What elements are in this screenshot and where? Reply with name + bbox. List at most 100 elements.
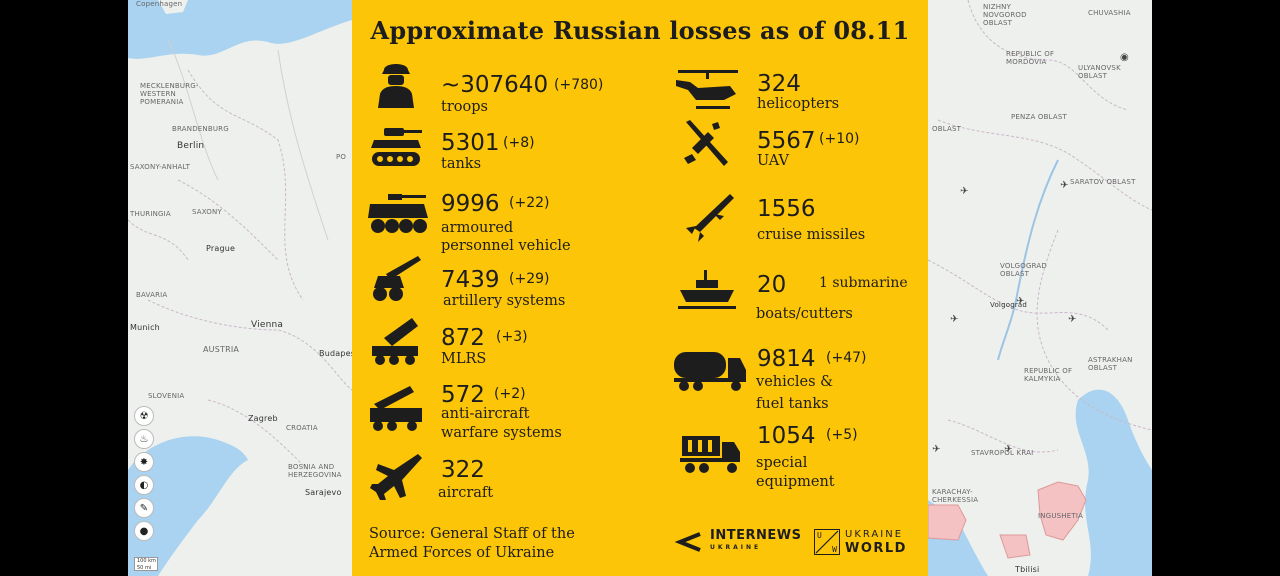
internews-mark-icon: [674, 532, 701, 552]
internews-sub: UKRAINE: [710, 544, 762, 551]
special-equipment-label-line1: special: [756, 455, 808, 471]
uw-mark-u: U: [817, 531, 822, 540]
uav-value: 5567: [757, 128, 816, 154]
artillery-label: artillery systems: [443, 293, 566, 309]
artillery-value: 7439: [441, 267, 500, 293]
internews-main: INTERNEWS: [710, 528, 802, 543]
source-note: Source: General Staff of the Armed Force…: [369, 525, 575, 563]
apc-label-line1: armoured: [441, 220, 514, 236]
map-city-prague: Prague: [206, 244, 236, 253]
scale-mi: 50 mi: [137, 565, 152, 571]
boat-icon: [674, 266, 740, 318]
troops-label: troops: [441, 99, 488, 115]
ukraine-world-logo[interactable]: U W UKRAINE WORLD: [814, 528, 907, 556]
tank-icon: [366, 122, 426, 174]
fire-icon[interactable]: ♨: [134, 429, 154, 449]
map-label-thuringia: THURINGIA: [130, 210, 171, 218]
internews-logo[interactable]: INTERNEWS UKRAINE: [674, 528, 802, 554]
helicopters-label: helicopters: [757, 96, 840, 112]
map-label-croatia: CROATIA: [286, 424, 318, 432]
troops-delta: (+780): [554, 77, 604, 93]
source-line2: Armed Forces of Ukraine: [369, 545, 555, 561]
special-equipment-value: 1054: [757, 423, 816, 449]
airbase-icon[interactable]: ✈: [1004, 444, 1013, 455]
map-label-austria: AUSTRIA: [203, 345, 240, 354]
map-city-munich: Munich: [130, 323, 160, 332]
artillery-icon: [366, 252, 426, 304]
scale-km: 100 km: [137, 558, 156, 564]
anti-aircraft-icon: [366, 382, 426, 434]
aircraft-label: aircraft: [438, 485, 494, 501]
uav-delta: (+10): [819, 131, 860, 147]
boats-value: 20: [757, 272, 787, 298]
uw-mark-diagonal: [815, 530, 839, 554]
airbase-icon[interactable]: ✈: [1068, 314, 1077, 325]
map-label-po: PO: [336, 153, 347, 161]
mlrs-delta: (+3): [496, 329, 528, 345]
mlrs-value: 872: [441, 325, 485, 351]
pill-icon[interactable]: ◐: [134, 475, 154, 495]
map-left[interactable]: Copenhagen MECKLENBURG-WESTERN POMERANIA…: [128, 0, 352, 576]
cruise-missiles-label: cruise missiles: [757, 227, 866, 243]
map-label-saxony-anhalt: SAXONY-ANHALT: [130, 163, 191, 171]
missile-icon: [682, 192, 742, 244]
airbase-icon[interactable]: ✈: [1016, 296, 1025, 307]
vehicles-value: 9814: [757, 346, 816, 372]
special-equipment-delta: (+5): [826, 427, 858, 443]
map-left-graphic: [128, 0, 352, 576]
troops-value: ~307640: [441, 72, 549, 98]
map-label-brandenburg: BRANDENBURG: [172, 125, 229, 133]
special-equipment-label-line2: equipment: [756, 474, 835, 490]
aircraft-icon: [366, 450, 426, 502]
uw-mark-w: W: [832, 545, 837, 554]
drone-icon: [678, 118, 738, 170]
map-label-mecklenburg: MECKLENBURG-WESTERN POMERANIA: [140, 82, 199, 106]
ukraine-world-mark-icon: U W: [814, 529, 840, 555]
location-pin-icon[interactable]: ◉: [1120, 52, 1129, 63]
airbase-icon[interactable]: ✈: [1060, 180, 1069, 191]
explosion-icon[interactable]: ✸: [134, 452, 154, 472]
map-city-budapest: Budapest: [319, 349, 352, 358]
ukraine-world-line2: WORLD: [845, 541, 907, 556]
map-label-ulyanovsk: ULYANOVSK OBLAST: [1078, 64, 1121, 80]
helicopter-icon: [674, 64, 740, 116]
mlrs-label: MLRS: [441, 351, 487, 367]
tanks-value: 5301: [441, 130, 500, 156]
map-city-sarajevo: Sarajevo: [305, 488, 342, 497]
aircraft-value: 322: [441, 457, 485, 483]
map-city-volgograd: Volgograd: [990, 301, 1028, 309]
anti-aircraft-label-line1: anti-aircraft: [441, 406, 530, 422]
map-label-bosnia: BOSNIA AND HERZEGOVINA: [288, 463, 342, 479]
boats-label: boats/cutters: [756, 306, 853, 322]
syringe-icon[interactable]: ✎: [134, 498, 154, 518]
artillery-delta: (+29): [509, 271, 550, 287]
map-label-kalmykia: REPUBLIC OF KALMYKIA: [1024, 367, 1073, 383]
anti-aircraft-label-line2: warfare systems: [441, 425, 562, 441]
mlrs-icon: [366, 316, 426, 368]
tanks-label: tanks: [441, 156, 482, 172]
map-label-oblast: OBLAST: [932, 125, 962, 133]
letterbox-left: [0, 0, 128, 576]
map-city-tbilisi: Tbilisi: [1015, 565, 1040, 574]
map-label-slovenia: SLOVENIA: [148, 392, 185, 400]
anti-aircraft-value: 572: [441, 382, 485, 408]
airbase-icon[interactable]: ✈: [950, 314, 959, 325]
map-tools: ☢ ♨ ✸ ◐ ✎ ●: [134, 406, 156, 541]
airbase-icon[interactable]: ✈: [932, 444, 941, 455]
map-city-vienna: Vienna: [251, 320, 284, 330]
letterbox-right: [1152, 0, 1280, 576]
map-label-saratov: SARATOV OBLAST: [1070, 178, 1136, 186]
map-right[interactable]: NIZHNY NOVGOROD OBLAST CHUVASHIA REPUBLI…: [928, 0, 1152, 576]
tanks-delta: (+8): [503, 135, 535, 151]
drop-icon[interactable]: ●: [134, 521, 154, 541]
airbase-icon[interactable]: ✈: [960, 186, 969, 197]
map-right-graphic: [928, 0, 1152, 576]
map-label-penza: PENZA OBLAST: [1011, 113, 1067, 121]
map-label-karachay: KARACHAY-CHERKESSIA: [932, 488, 979, 504]
internews-wordmark: INTERNEWS UKRAINE: [710, 528, 802, 554]
radiation-icon[interactable]: ☢: [134, 406, 154, 426]
map-label-volgograd-oblast: VOLGOGRAD OBLAST: [1000, 262, 1047, 278]
map-label-mordovia: REPUBLIC OF MORDOVIA: [1006, 50, 1055, 66]
apc-icon: [366, 188, 432, 240]
map-city-zagreb: Zagreb: [248, 414, 278, 423]
